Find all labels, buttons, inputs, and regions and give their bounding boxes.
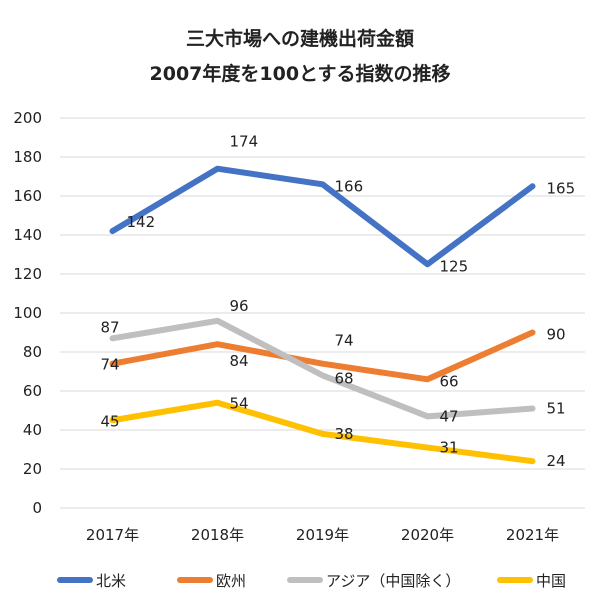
x-tick-label: 2020年 (401, 526, 454, 544)
data-label: 174 (230, 133, 259, 151)
data-point (321, 432, 324, 435)
data-point (531, 331, 534, 334)
legend-label: アジア（中国除く） (326, 572, 460, 590)
data-point (111, 337, 114, 340)
x-axis: 2017年 2018年 2019年 2020年 2021年 (86, 526, 559, 544)
data-point (531, 460, 534, 463)
y-tick-label: 40 (23, 421, 42, 439)
series-line (109, 165, 536, 268)
data-point (321, 362, 324, 365)
data-label: 38 (335, 425, 354, 443)
data-label: 54 (230, 395, 249, 413)
data-label: 31 (440, 439, 459, 457)
y-tick-label: 80 (23, 343, 42, 361)
data-label: 90 (547, 326, 566, 344)
chart-title: 三大市場への建機出荷金額 (186, 27, 414, 50)
data-label: 74 (101, 356, 120, 374)
data-label: 51 (547, 400, 566, 418)
data-point (216, 167, 219, 170)
x-tick-label: 2019年 (296, 526, 349, 544)
data-label: 66 (440, 372, 459, 390)
data-point (321, 183, 324, 186)
series-line (109, 317, 536, 420)
legend-label: 欧州 (216, 572, 246, 590)
data-label: 165 (547, 179, 576, 197)
x-tick-label: 2018年 (191, 526, 244, 544)
x-tick-label: 2017年 (86, 526, 139, 544)
data-label: 87 (101, 318, 120, 336)
chart-subtitle: 2007年度を100とする指数の推移 (150, 62, 451, 85)
y-tick-label: 100 (13, 304, 42, 322)
data-point (111, 419, 114, 422)
data-label: 45 (101, 412, 120, 430)
series-lines (109, 165, 536, 465)
data-point (426, 415, 429, 418)
data-point (531, 185, 534, 188)
x-tick-label: 2021年 (506, 526, 559, 544)
data-label: 96 (230, 297, 249, 315)
y-tick-label: 20 (23, 460, 42, 478)
data-label: 24 (547, 452, 566, 470)
data-point (216, 343, 219, 346)
y-tick-label: 200 (13, 109, 42, 127)
data-point (531, 407, 534, 410)
gridlines (60, 117, 585, 509)
y-tick-label: 160 (13, 187, 42, 205)
legend-label: 中国 (536, 572, 566, 590)
data-point (216, 401, 219, 404)
data-label: 74 (335, 332, 354, 350)
legend-label: 北米 (96, 572, 126, 590)
data-label: 125 (440, 257, 469, 275)
data-point (321, 374, 324, 377)
data-label: 68 (335, 369, 354, 387)
data-label: 84 (230, 352, 249, 370)
y-tick-label: 60 (23, 382, 42, 400)
data-label: 142 (127, 213, 156, 231)
data-label: 166 (335, 177, 364, 195)
data-point (426, 446, 429, 449)
y-tick-label: 140 (13, 226, 42, 244)
y-tick-label: 180 (13, 148, 42, 166)
y-axis: 0 20 40 60 80 100 120 140 160 180 200 (13, 109, 42, 517)
y-tick-label: 0 (32, 499, 42, 517)
data-point (111, 362, 114, 365)
data-labels: 142 174 166 125 165 74 84 74 66 90 87 96 68 47 51 45 54 3… (101, 133, 576, 471)
data-label: 47 (440, 407, 459, 425)
y-tick-label: 120 (13, 265, 42, 283)
data-point (426, 378, 429, 381)
legend: 北米 欧州 アジア（中国除く） 中国 (57, 572, 566, 590)
data-point (111, 230, 114, 233)
data-point (426, 263, 429, 266)
data-point (216, 319, 219, 322)
